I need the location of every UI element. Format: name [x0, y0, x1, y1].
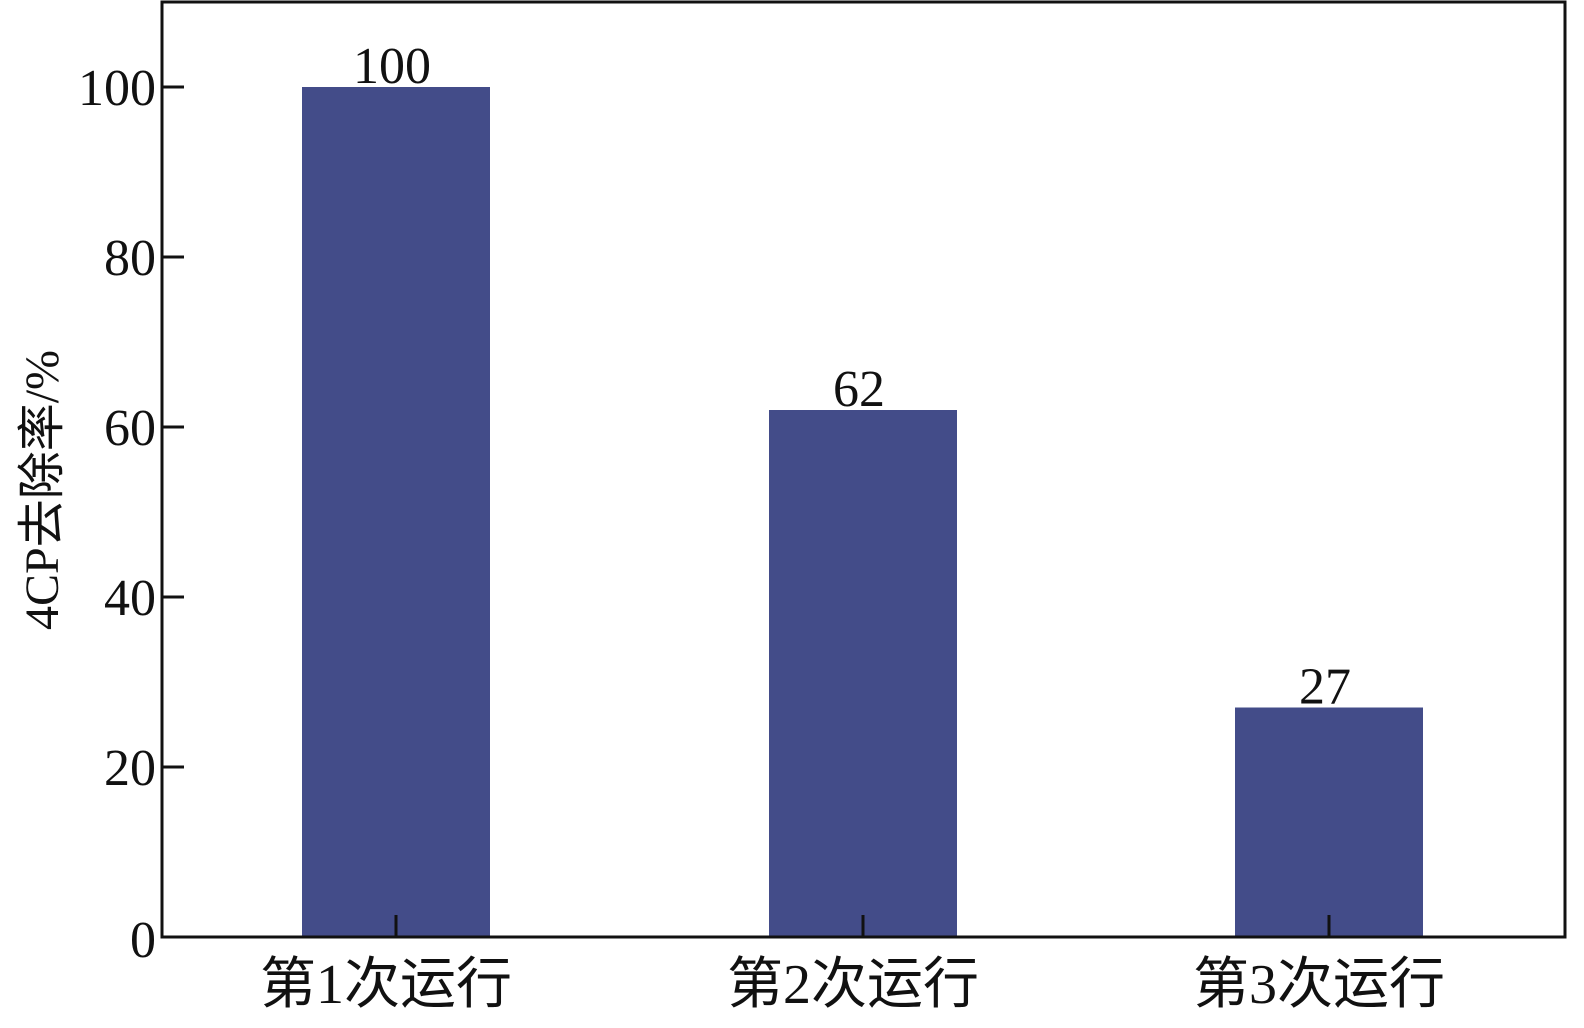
bar [769, 410, 957, 937]
y-axis-label: 4CP去除率/% [16, 350, 69, 630]
y-tick-label: 40 [104, 570, 156, 627]
data-label: 100 [353, 38, 431, 95]
y-tick-label: 0 [130, 912, 156, 969]
labels: 100 第1次运行 62 第2次运行 27 第3次运行 0 20 40 60 80 100 [78, 38, 1445, 1016]
data-label: 27 [1299, 659, 1351, 716]
bars [302, 87, 1423, 937]
y-tick-label: 20 [104, 740, 156, 797]
bar [302, 87, 490, 937]
y-tick-label: 80 [104, 230, 156, 287]
x-tick-label: 第1次运行 [260, 954, 512, 1016]
x-tick-label: 第2次运行 [727, 954, 979, 1016]
y-tick-label: 60 [104, 400, 156, 457]
y-tick-label: 100 [78, 60, 156, 117]
data-label: 62 [833, 361, 885, 418]
ticks [162, 85, 1331, 937]
x-tick-label: 第3次运行 [1193, 954, 1445, 1016]
bar [1235, 707, 1423, 937]
